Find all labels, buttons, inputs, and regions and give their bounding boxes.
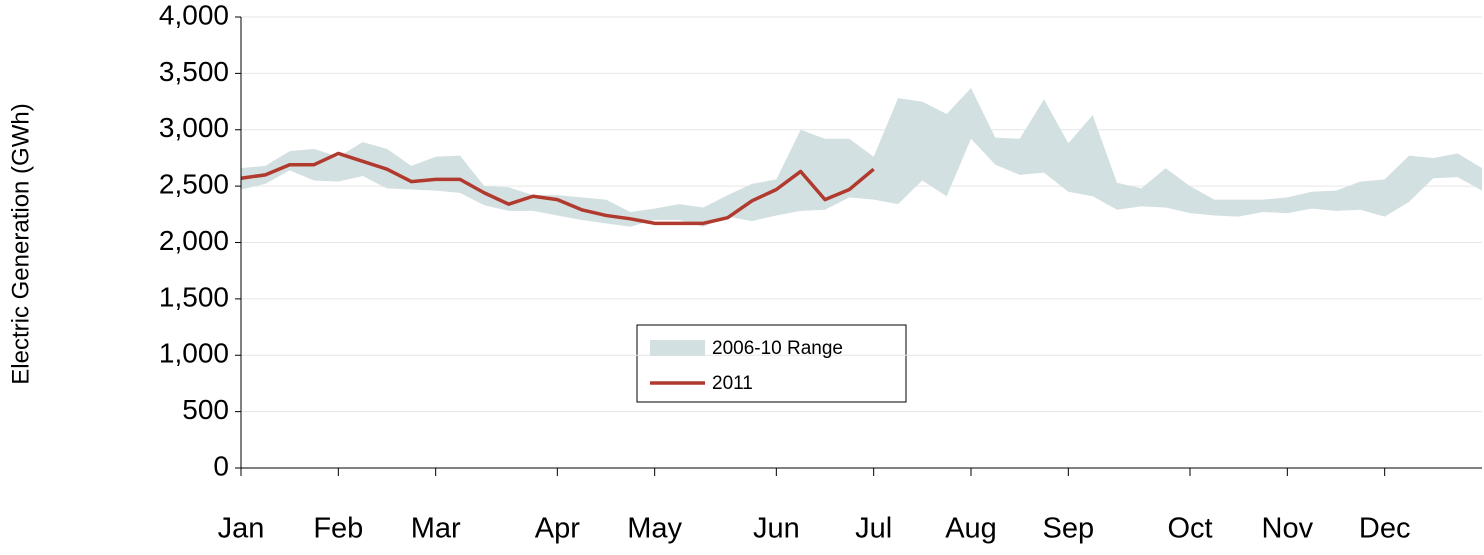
x-tick-label: Jan bbox=[218, 513, 265, 545]
line-2011 bbox=[240, 151, 875, 226]
legend-label: 2006-10 Range bbox=[712, 338, 843, 359]
x-tick-label: Aug bbox=[945, 513, 997, 545]
y-tick-label: 1,000 bbox=[159, 338, 229, 369]
y-tick-label: 0 bbox=[213, 450, 229, 481]
legend-label: 2011 bbox=[712, 373, 753, 394]
y-tick-label: 2,000 bbox=[159, 225, 229, 256]
range-area bbox=[241, 88, 1482, 227]
x-tick-label: Sep bbox=[1043, 513, 1095, 545]
y-axis-label: Electric Generation (GWh) bbox=[7, 103, 34, 384]
legend-swatch bbox=[650, 340, 705, 356]
x-tick-label: Jun bbox=[753, 513, 800, 545]
y-tick-label: 1,500 bbox=[159, 281, 229, 312]
y-tick-label: 3,500 bbox=[159, 56, 229, 87]
x-tick-label: Nov bbox=[1262, 513, 1314, 545]
y-tick-label: 3,000 bbox=[159, 112, 229, 143]
x-tick-label: Jul bbox=[855, 513, 892, 545]
y-tick-label: 2,500 bbox=[159, 169, 229, 200]
x-tick-label: Feb bbox=[313, 513, 363, 545]
legend-box bbox=[636, 324, 907, 403]
x-tick-label: Apr bbox=[535, 513, 580, 545]
x-tick-label: Mar bbox=[411, 513, 461, 545]
x-tick-label: Oct bbox=[1167, 513, 1212, 545]
x-tick-label: Dec bbox=[1359, 513, 1411, 545]
y-tick-label: 4,000 bbox=[159, 0, 229, 30]
x-tick-label: May bbox=[627, 513, 682, 545]
y-tick-label: 500 bbox=[182, 394, 229, 425]
